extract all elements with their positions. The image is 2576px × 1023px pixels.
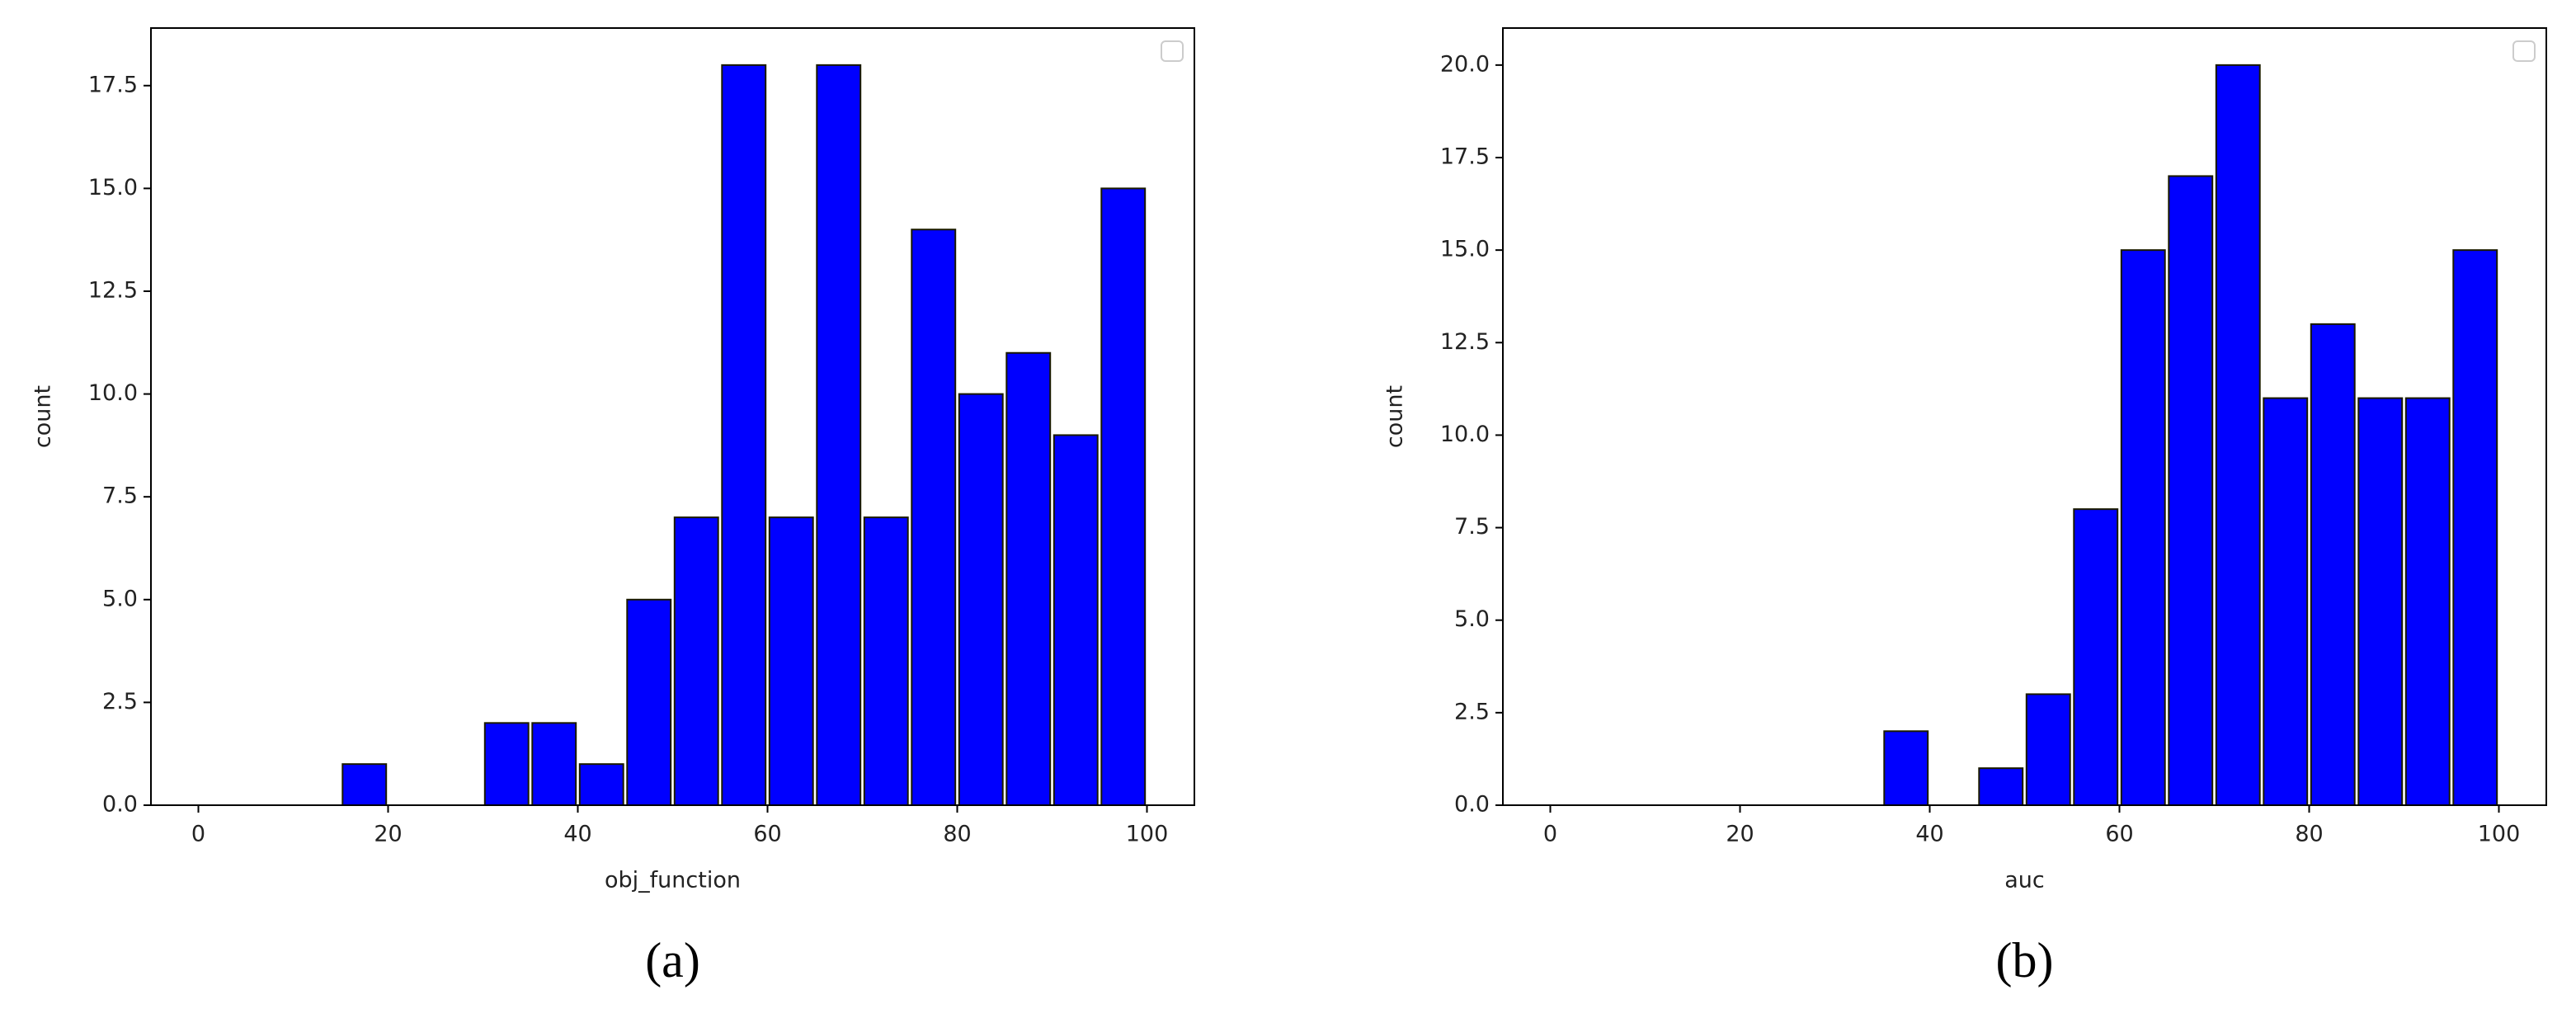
y-tick-label: 5.0: [1454, 606, 1490, 632]
axes-frame: [1502, 27, 2547, 806]
y-tick-label: 12.5: [88, 277, 138, 303]
bar: [863, 516, 909, 806]
bar: [2025, 693, 2071, 807]
y-tick-label: 7.5: [102, 483, 138, 509]
y-tick-label: 5.0: [102, 586, 138, 611]
y-tick-label: 17.5: [1440, 144, 1490, 170]
x-tick-label: 0: [191, 822, 205, 847]
x-tick-label: 80: [2295, 822, 2323, 847]
x-tick-label: 80: [943, 822, 971, 847]
bar: [1053, 434, 1099, 807]
y-tick-label: 10.0: [88, 380, 138, 406]
y-tick-label: 20.0: [1440, 51, 1490, 77]
bar: [2310, 323, 2356, 807]
bar: [1100, 187, 1147, 806]
bar: [2404, 397, 2451, 806]
bar: [816, 64, 862, 807]
bar: [1005, 351, 1052, 806]
bar: [958, 393, 1004, 806]
bar: [1978, 767, 2024, 807]
axes-frame: [150, 27, 1195, 806]
chart: 0 20 40 60 80 100 0.0 2.5 5.0 7.5 10.0 12.5 15.0 17.5…: [31, 27, 1195, 988]
bar: [341, 763, 388, 807]
x-tick-label: 60: [753, 822, 781, 847]
x-axis-label: obj_function: [605, 868, 741, 893]
x-tick-label: 40: [563, 822, 591, 847]
bar: [2120, 249, 2166, 806]
bar: [2263, 397, 2309, 806]
bar: [2452, 249, 2498, 806]
bar: [768, 516, 814, 806]
bar: [2073, 508, 2119, 807]
caption: (b): [1996, 933, 2054, 988]
x-tick-label: 20: [1726, 822, 1754, 847]
y-tick-label: 0.0: [102, 792, 138, 818]
bar: [911, 229, 957, 806]
x-tick-label: 100: [1126, 822, 1169, 847]
x-tick-label: 40: [1915, 822, 1943, 847]
y-tick-label: 2.5: [102, 689, 138, 714]
y-tick-label: 10.0: [1440, 422, 1490, 447]
bar: [531, 722, 577, 806]
bar: [2215, 64, 2261, 807]
legend-box: [1161, 40, 1184, 62]
x-tick-label: 0: [1543, 822, 1557, 847]
legend-box: [2512, 40, 2536, 62]
y-tick-label: 15.0: [1440, 237, 1490, 262]
y-axis-label: count: [1382, 385, 1408, 448]
bar: [2168, 175, 2214, 806]
y-tick-label: 7.5: [1454, 514, 1490, 540]
bar: [2357, 397, 2404, 806]
x-tick-label: 100: [2478, 822, 2521, 847]
caption: (a): [645, 933, 700, 988]
chart: 0 20 40 60 80 100 0.0 2.5 5.0 7.5 10.0 12.5 15.0 17.5…: [1382, 27, 2547, 988]
y-axis-label: count: [31, 385, 56, 448]
y-tick-label: 12.5: [1440, 329, 1490, 355]
bar: [483, 722, 530, 806]
y-tick-label: 15.0: [88, 175, 138, 200]
bar: [721, 64, 767, 807]
y-tick-label: 2.5: [1454, 699, 1490, 724]
bar: [673, 516, 719, 806]
x-tick-label: 60: [2105, 822, 2133, 847]
x-tick-label: 20: [374, 822, 402, 847]
y-tick-label: 17.5: [88, 72, 138, 97]
bar: [626, 598, 672, 806]
bar: [578, 763, 624, 807]
x-axis-label: auc: [2004, 868, 2045, 893]
y-tick-label: 0.0: [1454, 792, 1490, 818]
bar: [1883, 730, 1929, 806]
